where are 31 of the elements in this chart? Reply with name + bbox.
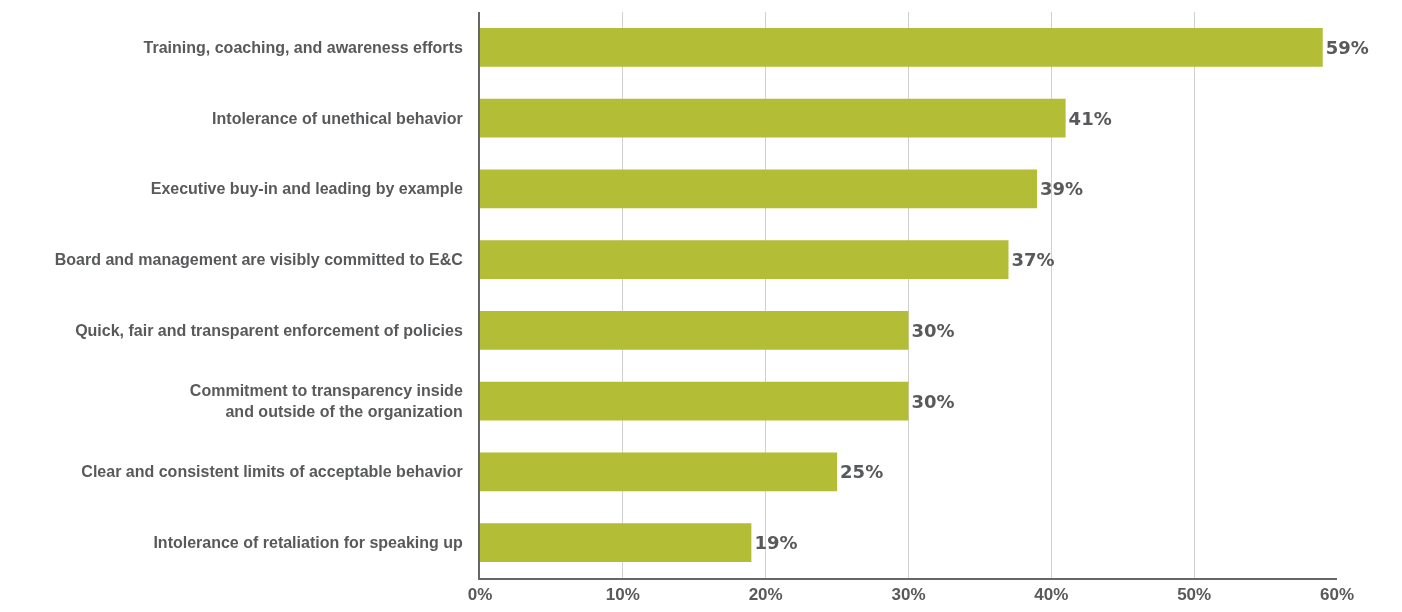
data-label: 37% [1011,249,1055,271]
data-label: 19% [754,532,798,554]
data-label: 30% [911,319,955,341]
y-tick-label: Quick, fair and transparent enforcement of policies [75,321,463,339]
data-label: 30% [911,390,955,412]
bar [480,240,1009,280]
bar [480,98,1066,138]
x-tick-label: 50% [1177,585,1212,605]
data-label: 59% [1325,36,1369,58]
bar [480,169,1038,209]
x-tick-label: 10% [605,585,640,605]
y-tick-label: Clear and consistent limits of acceptable behavior [81,463,463,481]
y-tick-label: Intolerance of unethical behavior [212,109,463,127]
bar [480,523,752,563]
x-tick-label: 60% [1319,585,1355,605]
data-label: 39% [1040,178,1084,200]
y-tick-label: Executive buy-in and leading by example [150,180,463,198]
bar [480,381,909,421]
data-label: 41% [1068,107,1112,129]
bar [480,452,838,492]
y-tick-label: Board and management are visibly committed to E&C [54,251,464,269]
y-tick-label: Commitment to transparency inside and outside of the organization [189,382,463,421]
x-tick-label: 20% [748,585,783,605]
x-tick-label: 30% [891,585,926,605]
x-tick-label: 0% [467,585,493,605]
y-tick-label: Intolerance of retaliation for speaking up [153,534,464,552]
data-label: 25% [840,461,884,483]
x-tick-label: 40% [1034,585,1069,605]
bar [480,310,909,350]
bar [480,27,1323,67]
y-tick-label: Training, coaching, and awareness efforts [143,38,463,56]
